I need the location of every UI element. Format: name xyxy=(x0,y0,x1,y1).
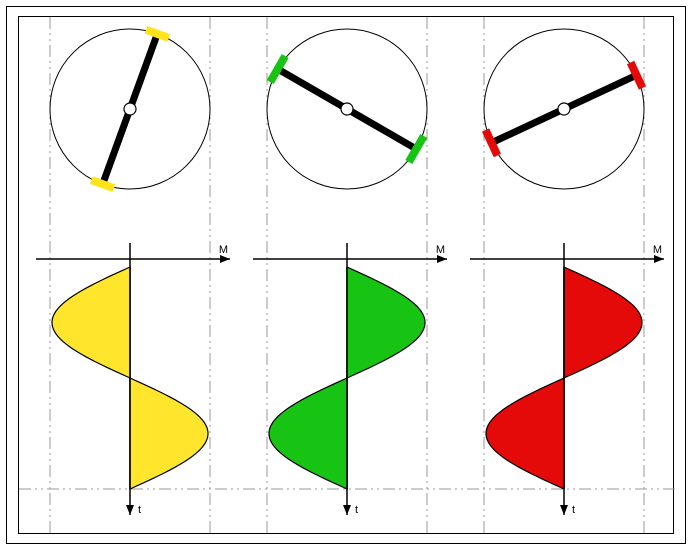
crank-pin xyxy=(558,103,570,115)
crank-pin xyxy=(341,103,353,115)
crank-endcap xyxy=(146,30,169,38)
crank-endcap xyxy=(91,180,114,188)
wave-lobe xyxy=(347,267,425,378)
inner-border: Mt Mt Mt xyxy=(18,16,674,534)
axis-m-label: M xyxy=(219,244,228,256)
axis-arrowhead xyxy=(437,255,447,263)
axis-arrowhead xyxy=(126,505,134,515)
crank-endcap xyxy=(631,63,643,88)
axis-arrowhead xyxy=(220,255,230,263)
axis-t-label: t xyxy=(355,504,358,516)
axis-t-label: t xyxy=(138,504,141,516)
diagram-svg: Mt Mt Mt xyxy=(19,17,675,535)
wave-lobe xyxy=(130,378,208,489)
crank-pin xyxy=(124,103,136,115)
axis-m-label: M xyxy=(436,244,445,256)
wave-lobe xyxy=(52,267,130,378)
wave-lobe xyxy=(564,267,642,378)
wave-lobe xyxy=(486,378,564,489)
wave-lobe xyxy=(269,378,347,489)
axis-arrowhead xyxy=(560,505,568,515)
crank-endcap xyxy=(486,130,498,155)
axis-t-label: t xyxy=(572,504,575,516)
axis-arrowhead xyxy=(343,505,351,515)
axis-m-label: M xyxy=(653,244,662,256)
axis-arrowhead xyxy=(654,255,664,263)
